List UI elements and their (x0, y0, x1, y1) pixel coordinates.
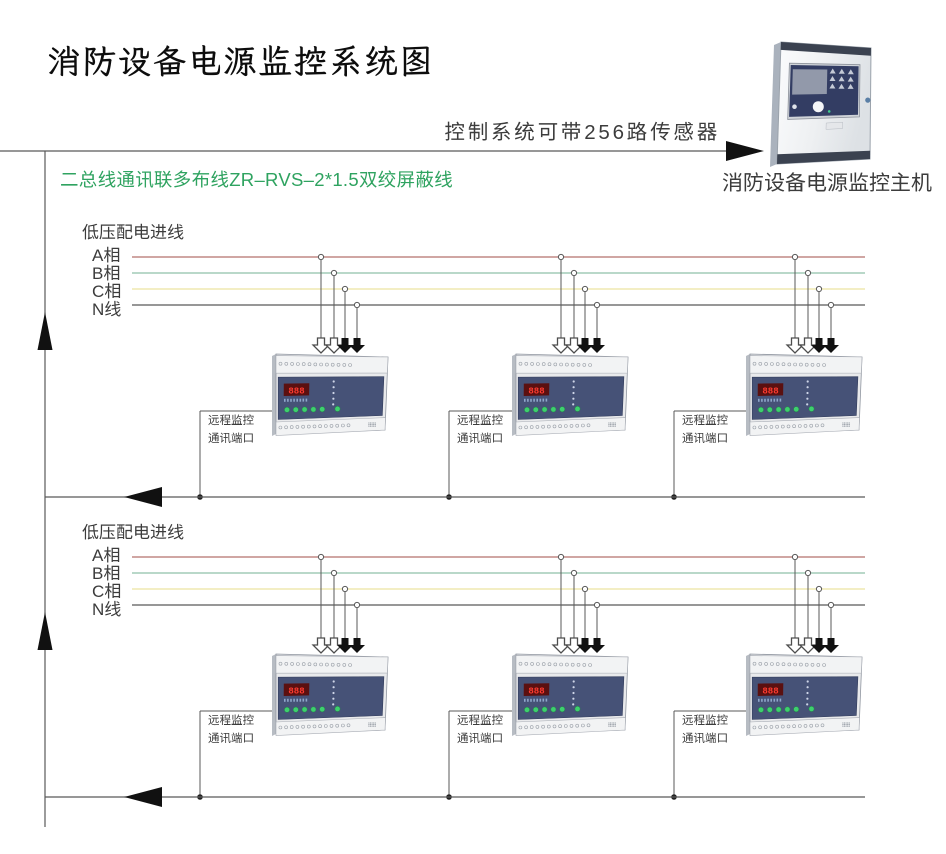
svg-text:888: 888 (762, 387, 778, 397)
svg-text:888: 888 (762, 687, 778, 697)
svg-text:888: 888 (528, 387, 544, 397)
svg-text:888: 888 (528, 687, 544, 697)
svg-text:888: 888 (288, 387, 304, 397)
svg-text:888: 888 (288, 687, 304, 697)
